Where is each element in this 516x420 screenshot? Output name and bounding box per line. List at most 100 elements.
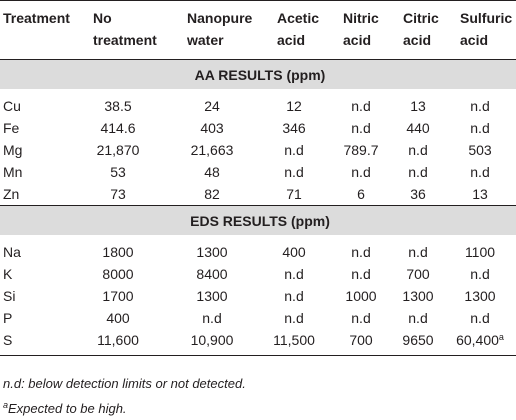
section-title: EDS RESULTS (ppm) xyxy=(0,205,516,235)
column-header: Acetic acid xyxy=(277,10,320,48)
cell: 1700 xyxy=(102,288,134,304)
data-row: P 400 n.d n.d n.d n.d n.d xyxy=(0,307,516,329)
cell: n.d xyxy=(408,142,428,158)
section-row: EDS RESULTS (ppm) xyxy=(0,205,516,235)
cell: n.d xyxy=(470,266,490,282)
cell: 24 xyxy=(204,98,220,114)
data-row: S 11,600 10,900 11,500 700 9650 60,400a xyxy=(0,329,516,356)
cell: n.d xyxy=(470,164,490,180)
cell: n.d xyxy=(351,244,371,260)
footnote-text: Expected to be high. xyxy=(8,401,127,416)
data-row: Cu 38.5 24 12 n.d 13 n.d xyxy=(0,89,516,117)
superscript: a xyxy=(498,332,504,342)
cell: 346 xyxy=(282,120,306,136)
column-header: Citric acid xyxy=(403,10,439,48)
data-row: Fe 414.6 403 346 n.d 440 n.d xyxy=(0,117,516,139)
cell: 71 xyxy=(286,186,302,202)
cell: 8000 xyxy=(102,266,134,282)
cell: 21,870 xyxy=(96,142,140,158)
cell: 1100 xyxy=(464,244,496,260)
section-row: AA RESULTS (ppm) xyxy=(0,59,516,89)
data-row: Mn 53 48 n.d n.d n.d n.d xyxy=(0,161,516,183)
cell: 1300 xyxy=(402,288,434,304)
cell: n.d xyxy=(351,310,371,326)
footnote: n.d: below detection limits or not detec… xyxy=(3,376,246,391)
cell: 1300 xyxy=(464,288,496,304)
cell: 38.5 xyxy=(104,98,132,114)
section-title: AA RESULTS (ppm) xyxy=(0,59,516,89)
cell: n.d xyxy=(351,164,371,180)
superscript: a xyxy=(3,400,9,410)
data-row: Si 1700 1300 n.d 1000 1300 1300 xyxy=(0,285,516,307)
data-row: Na 1800 1300 400 n.d n.d 1100 xyxy=(0,235,516,263)
cell: 6 xyxy=(357,186,365,202)
row-label: S xyxy=(0,329,88,356)
cell: 400 xyxy=(282,244,306,260)
row-label: Na xyxy=(3,244,21,260)
cell: 82 xyxy=(204,186,220,202)
cell: 9650 xyxy=(398,329,455,356)
row-label: P xyxy=(3,310,13,326)
column-header: Treatment xyxy=(3,10,70,26)
cell: 700 xyxy=(338,329,398,356)
cell: 12 xyxy=(286,98,302,114)
cell: 789.7 xyxy=(343,142,379,158)
cell: n.d xyxy=(284,288,304,304)
cell: 10,900 xyxy=(182,329,272,356)
cell: 48 xyxy=(204,164,220,180)
cell: n.d xyxy=(284,266,304,282)
cell: 503 xyxy=(468,142,492,158)
cell: n.d xyxy=(470,120,490,136)
cell: 700 xyxy=(406,266,430,282)
column-header: Nitric acid xyxy=(343,10,379,48)
row-label: Si xyxy=(3,288,16,304)
cell: 73 xyxy=(110,186,126,202)
cell: 60,400a xyxy=(455,329,516,356)
cell: 21,663 xyxy=(190,142,234,158)
cell: 53 xyxy=(110,164,126,180)
footnote: aExpected to be high. xyxy=(3,400,127,417)
header-row: Treatment No treatment Nanopure water Aceti… xyxy=(0,0,516,60)
cell: 11,600 xyxy=(88,329,182,356)
results-table: Treatment No treatment Nanopure water Aceti… xyxy=(0,0,516,356)
table-body: AA RESULTS (ppm) Cu 38.5 24 12 n.d 13 n.d Fe 414.… xyxy=(0,59,516,356)
footnote-text: n.d: below detection limits or not detec… xyxy=(3,376,246,391)
cell: n.d xyxy=(351,98,371,114)
cell: n.d xyxy=(284,164,304,180)
cell: n.d xyxy=(202,310,222,326)
cell: n.d xyxy=(284,142,304,158)
column-header: Sulfuric acid xyxy=(460,10,513,48)
data-row: K 8000 8400 n.d n.d 700 n.d xyxy=(0,263,516,285)
cell: n.d xyxy=(351,266,371,282)
cell: 403 xyxy=(200,120,224,136)
cell: 11,500 xyxy=(272,329,338,356)
cell: 1300 xyxy=(196,244,228,260)
cell: 36 xyxy=(410,186,426,202)
row-label: Mn xyxy=(3,164,23,180)
row-label: Zn xyxy=(3,186,20,202)
cell: n.d xyxy=(408,310,428,326)
cell: 414.6 xyxy=(100,120,136,136)
data-row: Mg 21,870 21,663 n.d 789.7 n.d 503 xyxy=(0,139,516,161)
cell: n.d xyxy=(284,310,304,326)
column-header: No treatment xyxy=(93,10,157,48)
cell: n.d xyxy=(408,244,428,260)
row-label: Mg xyxy=(3,142,23,158)
data-row: Zn 73 82 71 6 36 13 xyxy=(0,183,516,206)
cell: n.d xyxy=(470,98,490,114)
cell: 1300 xyxy=(196,288,228,304)
cell: 1800 xyxy=(102,244,134,260)
column-header: Nanopure water xyxy=(187,10,253,48)
cell-text: 60,400 xyxy=(456,332,499,348)
cell: n.d xyxy=(408,164,428,180)
row-label: K xyxy=(3,266,13,282)
cell: 400 xyxy=(106,310,130,326)
cell: 13 xyxy=(472,186,488,202)
row-label: Cu xyxy=(3,98,21,114)
cell: n.d xyxy=(470,310,490,326)
row-label: Fe xyxy=(3,120,20,136)
cell: 8400 xyxy=(196,266,228,282)
cell: n.d xyxy=(351,120,371,136)
cell: 440 xyxy=(406,120,430,136)
